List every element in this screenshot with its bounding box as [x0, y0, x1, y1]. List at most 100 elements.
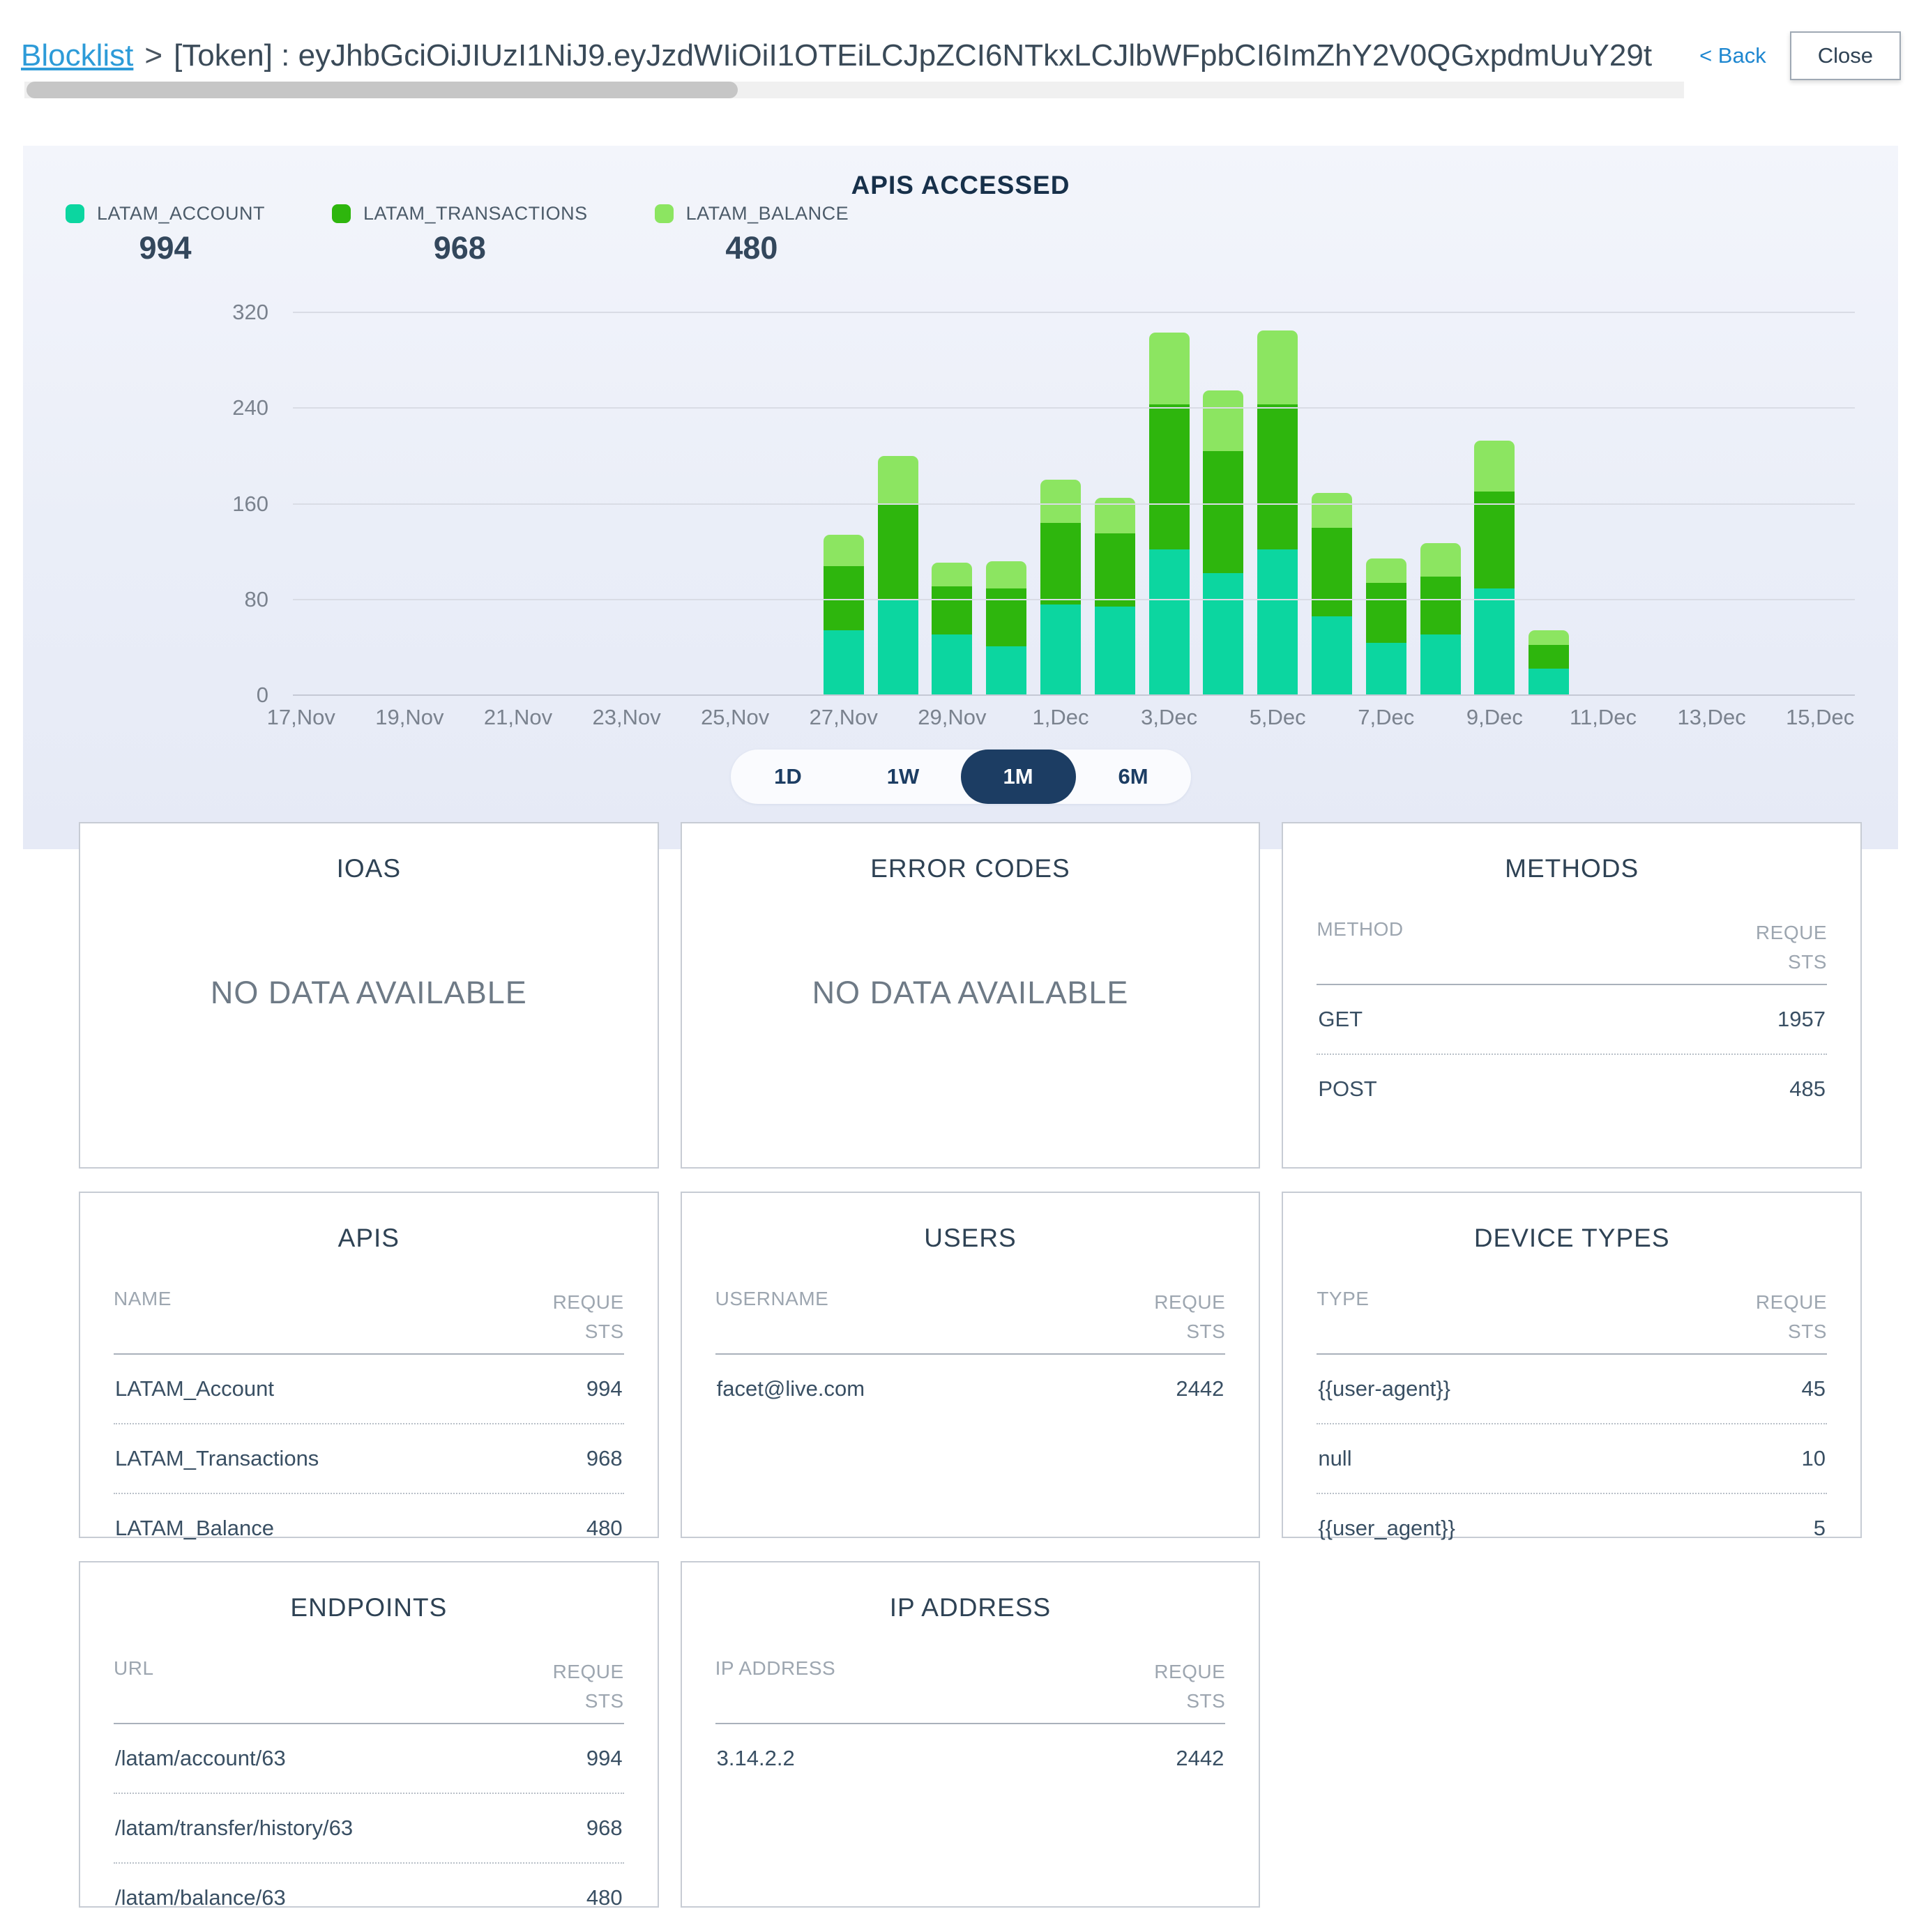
bar-group-30,Nov[interactable] — [986, 561, 1026, 695]
bar-segment-latam_account — [1203, 573, 1243, 695]
close-button[interactable]: Close — [1790, 31, 1901, 80]
bar-group-4,Dec[interactable] — [1203, 390, 1243, 695]
bar-segment-latam_transactions — [1203, 451, 1243, 573]
column-header-requests: REQUESTS — [542, 1657, 624, 1716]
bar-group-9,Dec[interactable] — [1474, 441, 1515, 695]
table-header: NAME REQUESTS — [114, 1288, 624, 1355]
card-title: METHODS — [1283, 854, 1860, 883]
x-axis-tick-label: 15,Dec — [1786, 705, 1854, 730]
bar-segment-latam_balance — [1366, 558, 1406, 582]
row-value: 10 — [1802, 1446, 1826, 1471]
card-title: APIS — [80, 1224, 658, 1253]
bar-group-27,Nov[interactable] — [824, 535, 864, 695]
scrollbar-thumb[interactable] — [26, 82, 738, 98]
range-button-6m[interactable]: 6M — [1076, 750, 1191, 804]
row-label: {{user_agent}} — [1318, 1516, 1455, 1541]
y-axis-tick-label: 0 — [23, 683, 268, 708]
summary-cards-grid: IOAS NO DATA AVAILABLE ERROR CODES NO DA… — [79, 822, 1862, 1908]
x-axis-tick-label: 23,Nov — [592, 705, 660, 730]
bar-segment-latam_transactions — [1257, 404, 1298, 549]
bar-segment-latam_balance — [878, 456, 918, 504]
gridline — [293, 694, 1855, 696]
row-label: LATAM_Balance — [115, 1516, 274, 1541]
bar-segment-latam_transactions — [1040, 523, 1081, 604]
row-label: 3.14.2.2 — [717, 1746, 795, 1771]
bar-group-1,Dec[interactable] — [1040, 480, 1081, 695]
bar-segment-latam_transactions — [986, 588, 1026, 646]
bar-segment-latam_account — [1529, 669, 1569, 695]
bar-group-2,Dec[interactable] — [1095, 498, 1135, 695]
row-label: GET — [1318, 1007, 1363, 1032]
row-value: 5 — [1814, 1516, 1826, 1541]
card-title: USERS — [682, 1224, 1259, 1253]
x-axis-tick-label: 21,Nov — [484, 705, 552, 730]
legend-item-latam_account: LATAM_ACCOUNT994 — [66, 203, 265, 266]
row-label: facet@live.com — [717, 1376, 865, 1401]
row-value: 994 — [586, 1746, 623, 1771]
column-header: METHOD — [1317, 918, 1403, 941]
table-row: /latam/account/63994 — [114, 1724, 624, 1794]
column-header: USERNAME — [715, 1288, 829, 1310]
bar-segment-latam_balance — [1257, 330, 1298, 404]
row-label: /latam/transfer/history/63 — [115, 1816, 353, 1841]
column-header: TYPE — [1317, 1288, 1369, 1310]
bar-group-3,Dec[interactable] — [1149, 333, 1190, 695]
bar-segment-latam_account — [1149, 549, 1190, 695]
no-data-message: NO DATA AVAILABLE — [80, 975, 658, 1011]
column-header-requests: REQUESTS — [1745, 918, 1827, 977]
bar-segment-latam_account — [878, 600, 918, 695]
bar-group-8,Dec[interactable] — [1420, 543, 1461, 695]
card-title: DEVICE TYPES — [1283, 1224, 1860, 1253]
bar-segment-latam_account — [1257, 549, 1298, 695]
card-ioas: IOAS NO DATA AVAILABLE — [79, 822, 659, 1169]
bar-segment-latam_transactions — [1095, 533, 1135, 607]
x-axis-tick-label: 25,Nov — [701, 705, 769, 730]
row-label: null — [1318, 1446, 1351, 1471]
legend-swatch-icon — [66, 204, 84, 223]
bar-segment-latam_account — [1420, 634, 1461, 695]
row-value: 968 — [586, 1446, 623, 1471]
table-row: LATAM_Balance 480 — [114, 1494, 624, 1562]
bar-segment-latam_balance — [824, 535, 864, 566]
table-header: IP ADDRESS REQUESTS — [715, 1657, 1226, 1724]
card-title: IOAS — [80, 854, 658, 883]
legend-swatch-icon — [655, 204, 674, 223]
x-axis-tick-label: 9,Dec — [1466, 705, 1523, 730]
range-button-1w[interactable]: 1W — [846, 750, 961, 804]
range-button-1m[interactable]: 1M — [961, 750, 1076, 804]
bar-group-6,Dec[interactable] — [1312, 493, 1352, 695]
card-ip-address: IP ADDRESS IP ADDRESS REQUESTS 3.14.2.22… — [681, 1561, 1261, 1908]
card-title: ENDPOINTS — [80, 1593, 658, 1622]
table-row: {{user-agent}}45 — [1317, 1355, 1827, 1424]
bar-segment-latam_balance — [1420, 543, 1461, 577]
row-value: 2442 — [1176, 1746, 1224, 1771]
back-link[interactable]: < Back — [1699, 43, 1766, 68]
bar-group-5,Dec[interactable] — [1257, 330, 1298, 695]
bar-segment-latam_balance — [1149, 333, 1190, 404]
x-axis-tick-label: 27,Nov — [810, 705, 878, 730]
x-axis-tick-label: 29,Nov — [918, 705, 986, 730]
breadcrumb-blocklist-link[interactable]: Blocklist — [21, 38, 133, 73]
table-row: null 10 — [1317, 1424, 1827, 1494]
bar-segment-latam_transactions — [1420, 577, 1461, 634]
table-row: LATAM_Account994 — [114, 1355, 624, 1424]
horizontal-scrollbar[interactable] — [24, 82, 1684, 98]
row-value: 480 — [586, 1516, 623, 1541]
range-button-1d[interactable]: 1D — [731, 750, 846, 804]
bar-group-29,Nov[interactable] — [932, 563, 972, 695]
table-row: POST485 — [1317, 1055, 1827, 1123]
bar-group-28,Nov[interactable] — [878, 456, 918, 695]
bar-segment-latam_balance — [1529, 630, 1569, 645]
x-axis-tick-label: 1,Dec — [1033, 705, 1089, 730]
legend-label: LATAM_TRANSACTIONS — [363, 203, 588, 225]
bar-segment-latam_balance — [932, 563, 972, 586]
row-value: 45 — [1802, 1376, 1826, 1401]
bar-group-7,Dec[interactable] — [1366, 558, 1406, 695]
chart-title: APIS ACCESSED — [23, 171, 1898, 200]
bar-group-10,Dec[interactable] — [1529, 630, 1569, 695]
table-row: facet@live.com2442 — [715, 1355, 1226, 1423]
bar-segment-latam_transactions — [1366, 583, 1406, 643]
table-header: URL REQUESTS — [114, 1657, 624, 1724]
bar-segment-latam_account — [824, 630, 864, 695]
card-error-codes: ERROR CODES NO DATA AVAILABLE — [681, 822, 1261, 1169]
